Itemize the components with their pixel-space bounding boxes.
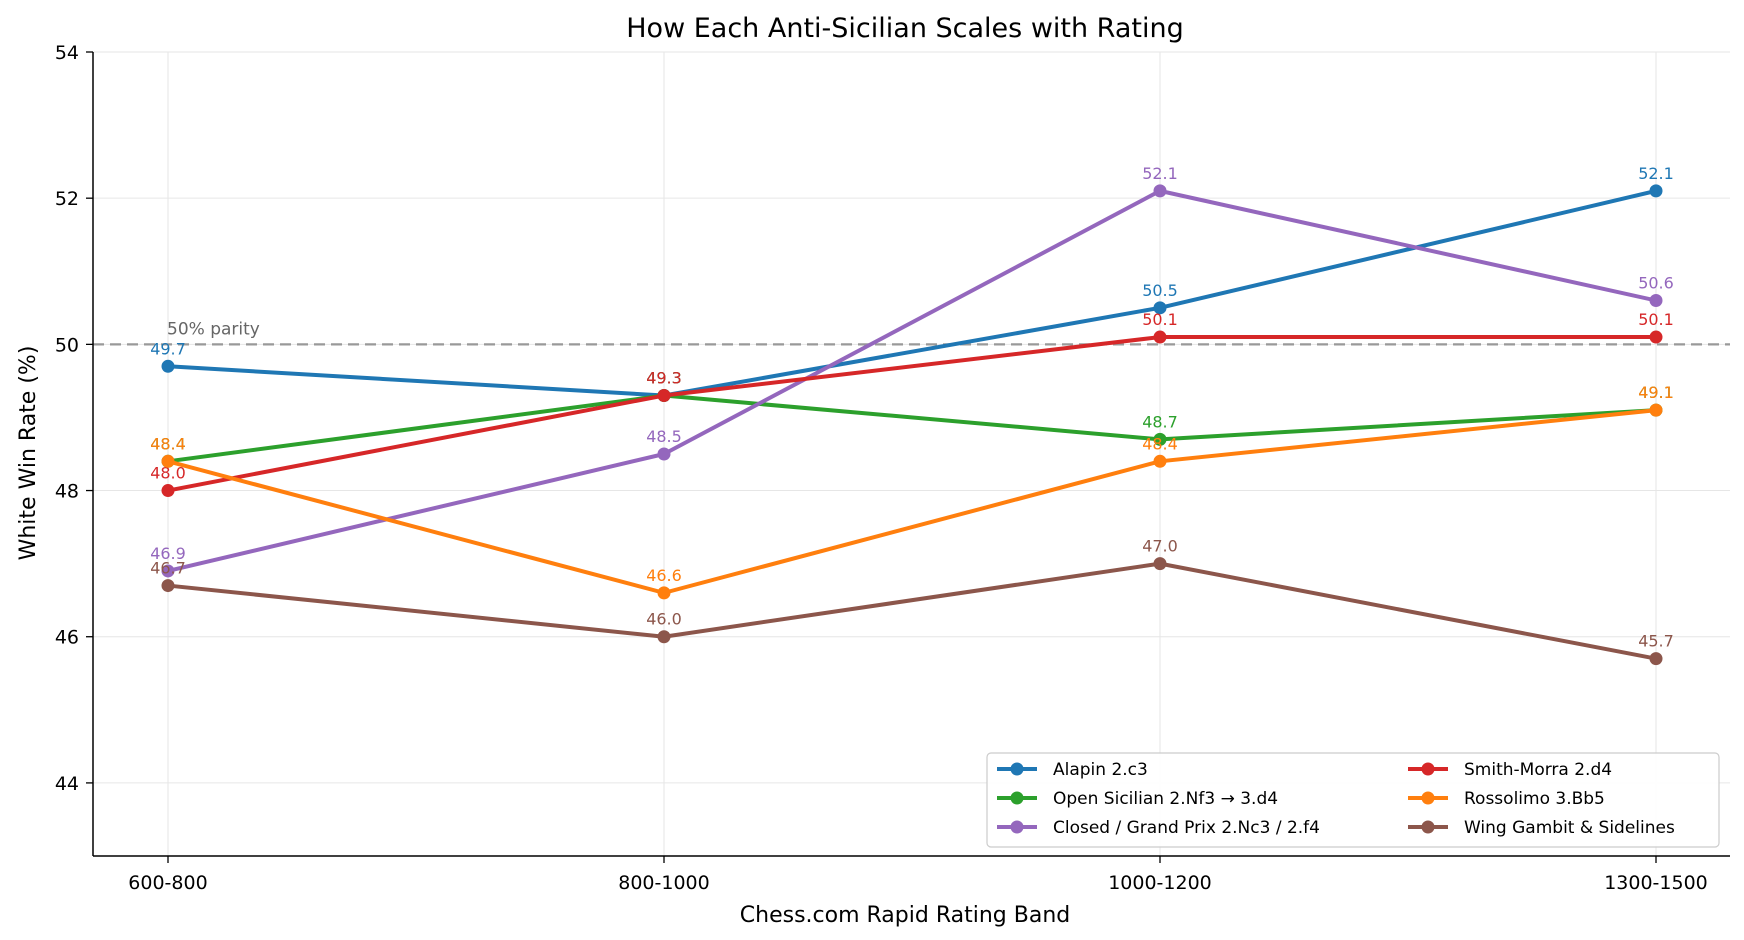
y-tick-label-3: 50 xyxy=(55,334,79,356)
data-point-4-1 xyxy=(657,586,671,600)
data-label-2-3: 50.6 xyxy=(1638,274,1674,293)
data-point-3-2 xyxy=(1153,330,1167,344)
data-point-5-0 xyxy=(161,579,175,593)
parity-reference: 50% parity xyxy=(93,319,1730,346)
data-point-4-2 xyxy=(1153,454,1167,468)
legend-entry-1: Open Sicilian 2.Nf3 → 3.d4 xyxy=(997,789,1278,809)
legend-swatch-marker-5 xyxy=(1421,820,1435,834)
series-line-0 xyxy=(166,188,1658,398)
data-label-2-0: 46.9 xyxy=(150,544,186,563)
data-point-0-2 xyxy=(1153,301,1167,315)
series-line-3 xyxy=(166,335,1658,493)
data-point-5-3 xyxy=(1649,652,1663,666)
data-label-5-3: 45.7 xyxy=(1638,632,1674,651)
chart-title: How Each Anti-Sicilian Scales with Ratin… xyxy=(626,13,1183,44)
series-0: 49.7 49.3 50.5 52.1 xyxy=(150,164,1674,403)
legend-entry-3: Smith-Morra 2.d4 xyxy=(1408,760,1612,780)
data-point-0-0 xyxy=(161,359,175,373)
data-label-0-2: 50.5 xyxy=(1142,281,1178,300)
data-point-0-3 xyxy=(1649,184,1663,198)
data-label-4-3: 49.1 xyxy=(1638,383,1674,402)
legend-swatch-marker-4 xyxy=(1421,791,1435,805)
data-point-3-0 xyxy=(161,484,175,498)
data-point-4-3 xyxy=(1649,403,1663,417)
data-label-1-1: 49.3 xyxy=(646,369,682,388)
y-tick-label-1: 46 xyxy=(55,627,79,649)
legend-entry-2: Closed / Grand Prix 2.Nc3 / 2.f4 xyxy=(997,818,1320,838)
data-label-1-3: 49.1 xyxy=(1638,383,1674,402)
data-label-0-1: 49.3 xyxy=(646,369,682,388)
data-point-3-1 xyxy=(657,389,671,403)
legend-label-0: Alapin 2.c3 xyxy=(1053,760,1148,780)
series-1: 48.4 49.3 48.7 49.1 xyxy=(150,369,1674,468)
legend-swatch-marker-3 xyxy=(1421,762,1435,776)
series-5: 46.7 46.0 47.0 45.7 xyxy=(150,537,1674,666)
legend: Alapin 2.c3 Smith-Morra 2.d4 Open Sicilian… xyxy=(986,752,1720,848)
legend-label-2: Closed / Grand Prix 2.Nc3 / 2.f4 xyxy=(1053,818,1320,838)
data-label-5-1: 46.0 xyxy=(646,610,682,629)
legend-label-5: Wing Gambit & Sidelines xyxy=(1464,818,1675,838)
y-tick-label-2: 48 xyxy=(55,481,79,503)
x-tick-label-0: 600-800 xyxy=(128,872,207,894)
series-line-2 xyxy=(166,188,1658,573)
y-tick-label-4: 52 xyxy=(55,188,79,210)
series-line-4 xyxy=(166,408,1658,595)
data-point-2-3 xyxy=(1649,294,1663,308)
parity-label: 50% parity xyxy=(167,319,260,339)
data-label-0-0: 49.7 xyxy=(150,339,186,358)
data-point-5-1 xyxy=(657,630,671,644)
x-axis-label: Chess.com Rapid Rating Band xyxy=(740,903,1070,928)
legend-box xyxy=(986,752,1720,848)
data-label-1-0: 48.4 xyxy=(150,434,186,453)
legend-swatch-marker-1 xyxy=(1010,791,1024,805)
data-label-3-3: 50.1 xyxy=(1638,310,1674,329)
series-3: 48.0 49.3 50.1 50.1 xyxy=(150,310,1674,498)
data-point-3-3 xyxy=(1649,330,1663,344)
data-label-3-2: 50.1 xyxy=(1142,310,1178,329)
series-line-5 xyxy=(166,561,1658,661)
data-label-4-1: 46.6 xyxy=(646,566,682,585)
y-tick-label-0: 44 xyxy=(55,773,79,795)
legend-entry-4: Rossolimo 3.Bb5 xyxy=(1408,789,1605,809)
data-point-5-2 xyxy=(1153,557,1167,571)
series-2: 46.9 48.5 52.1 50.6 xyxy=(150,164,1674,578)
series-line-1 xyxy=(166,393,1658,464)
series-4: 48.4 46.6 48.4 49.1 xyxy=(150,383,1674,600)
legend-label-1: Open Sicilian 2.Nf3 → 3.d4 xyxy=(1053,789,1278,809)
legend-swatch-marker-2 xyxy=(1010,820,1024,834)
x-tick-label-3: 1300-1500 xyxy=(1604,872,1708,894)
y-axis-label: White Win Rate (%) xyxy=(16,346,41,561)
data-label-5-2: 47.0 xyxy=(1142,537,1178,556)
data-label-4-0: 48.4 xyxy=(150,434,186,453)
legend-label-3: Smith-Morra 2.d4 xyxy=(1464,760,1612,780)
data-label-3-0: 48.0 xyxy=(150,464,186,483)
data-point-2-2 xyxy=(1153,184,1167,198)
data-point-1-2 xyxy=(1153,432,1167,446)
legend-entry-5: Wing Gambit & Sidelines xyxy=(1408,818,1675,838)
x-tick-label-2: 1000-1200 xyxy=(1108,872,1212,894)
data-label-3-1: 49.3 xyxy=(646,369,682,388)
data-point-2-1 xyxy=(657,447,671,461)
legend-label-4: Rossolimo 3.Bb5 xyxy=(1464,789,1605,809)
data-point-4-0 xyxy=(161,454,175,468)
data-label-4-2: 48.4 xyxy=(1142,434,1178,453)
data-label-5-0: 46.7 xyxy=(150,559,186,578)
y-tick-label-5: 54 xyxy=(55,42,79,64)
x-tick-label-1: 800-1000 xyxy=(618,872,709,894)
data-label-0-3: 52.1 xyxy=(1638,164,1674,183)
data-label-2-2: 52.1 xyxy=(1142,164,1178,183)
series-layer: 49.749.350.552.148.449.348.749.146.948.5… xyxy=(150,164,1674,666)
data-point-2-0 xyxy=(161,564,175,578)
data-label-1-2: 48.7 xyxy=(1142,412,1178,431)
axes: 44 46 48 50 52 54 600-800 800-1000 1000-1200 1300… xyxy=(55,42,1730,894)
legend-swatch-marker-0 xyxy=(1010,762,1024,776)
data-label-2-1: 48.5 xyxy=(646,427,682,446)
legend-entry-0: Alapin 2.c3 xyxy=(997,760,1148,780)
